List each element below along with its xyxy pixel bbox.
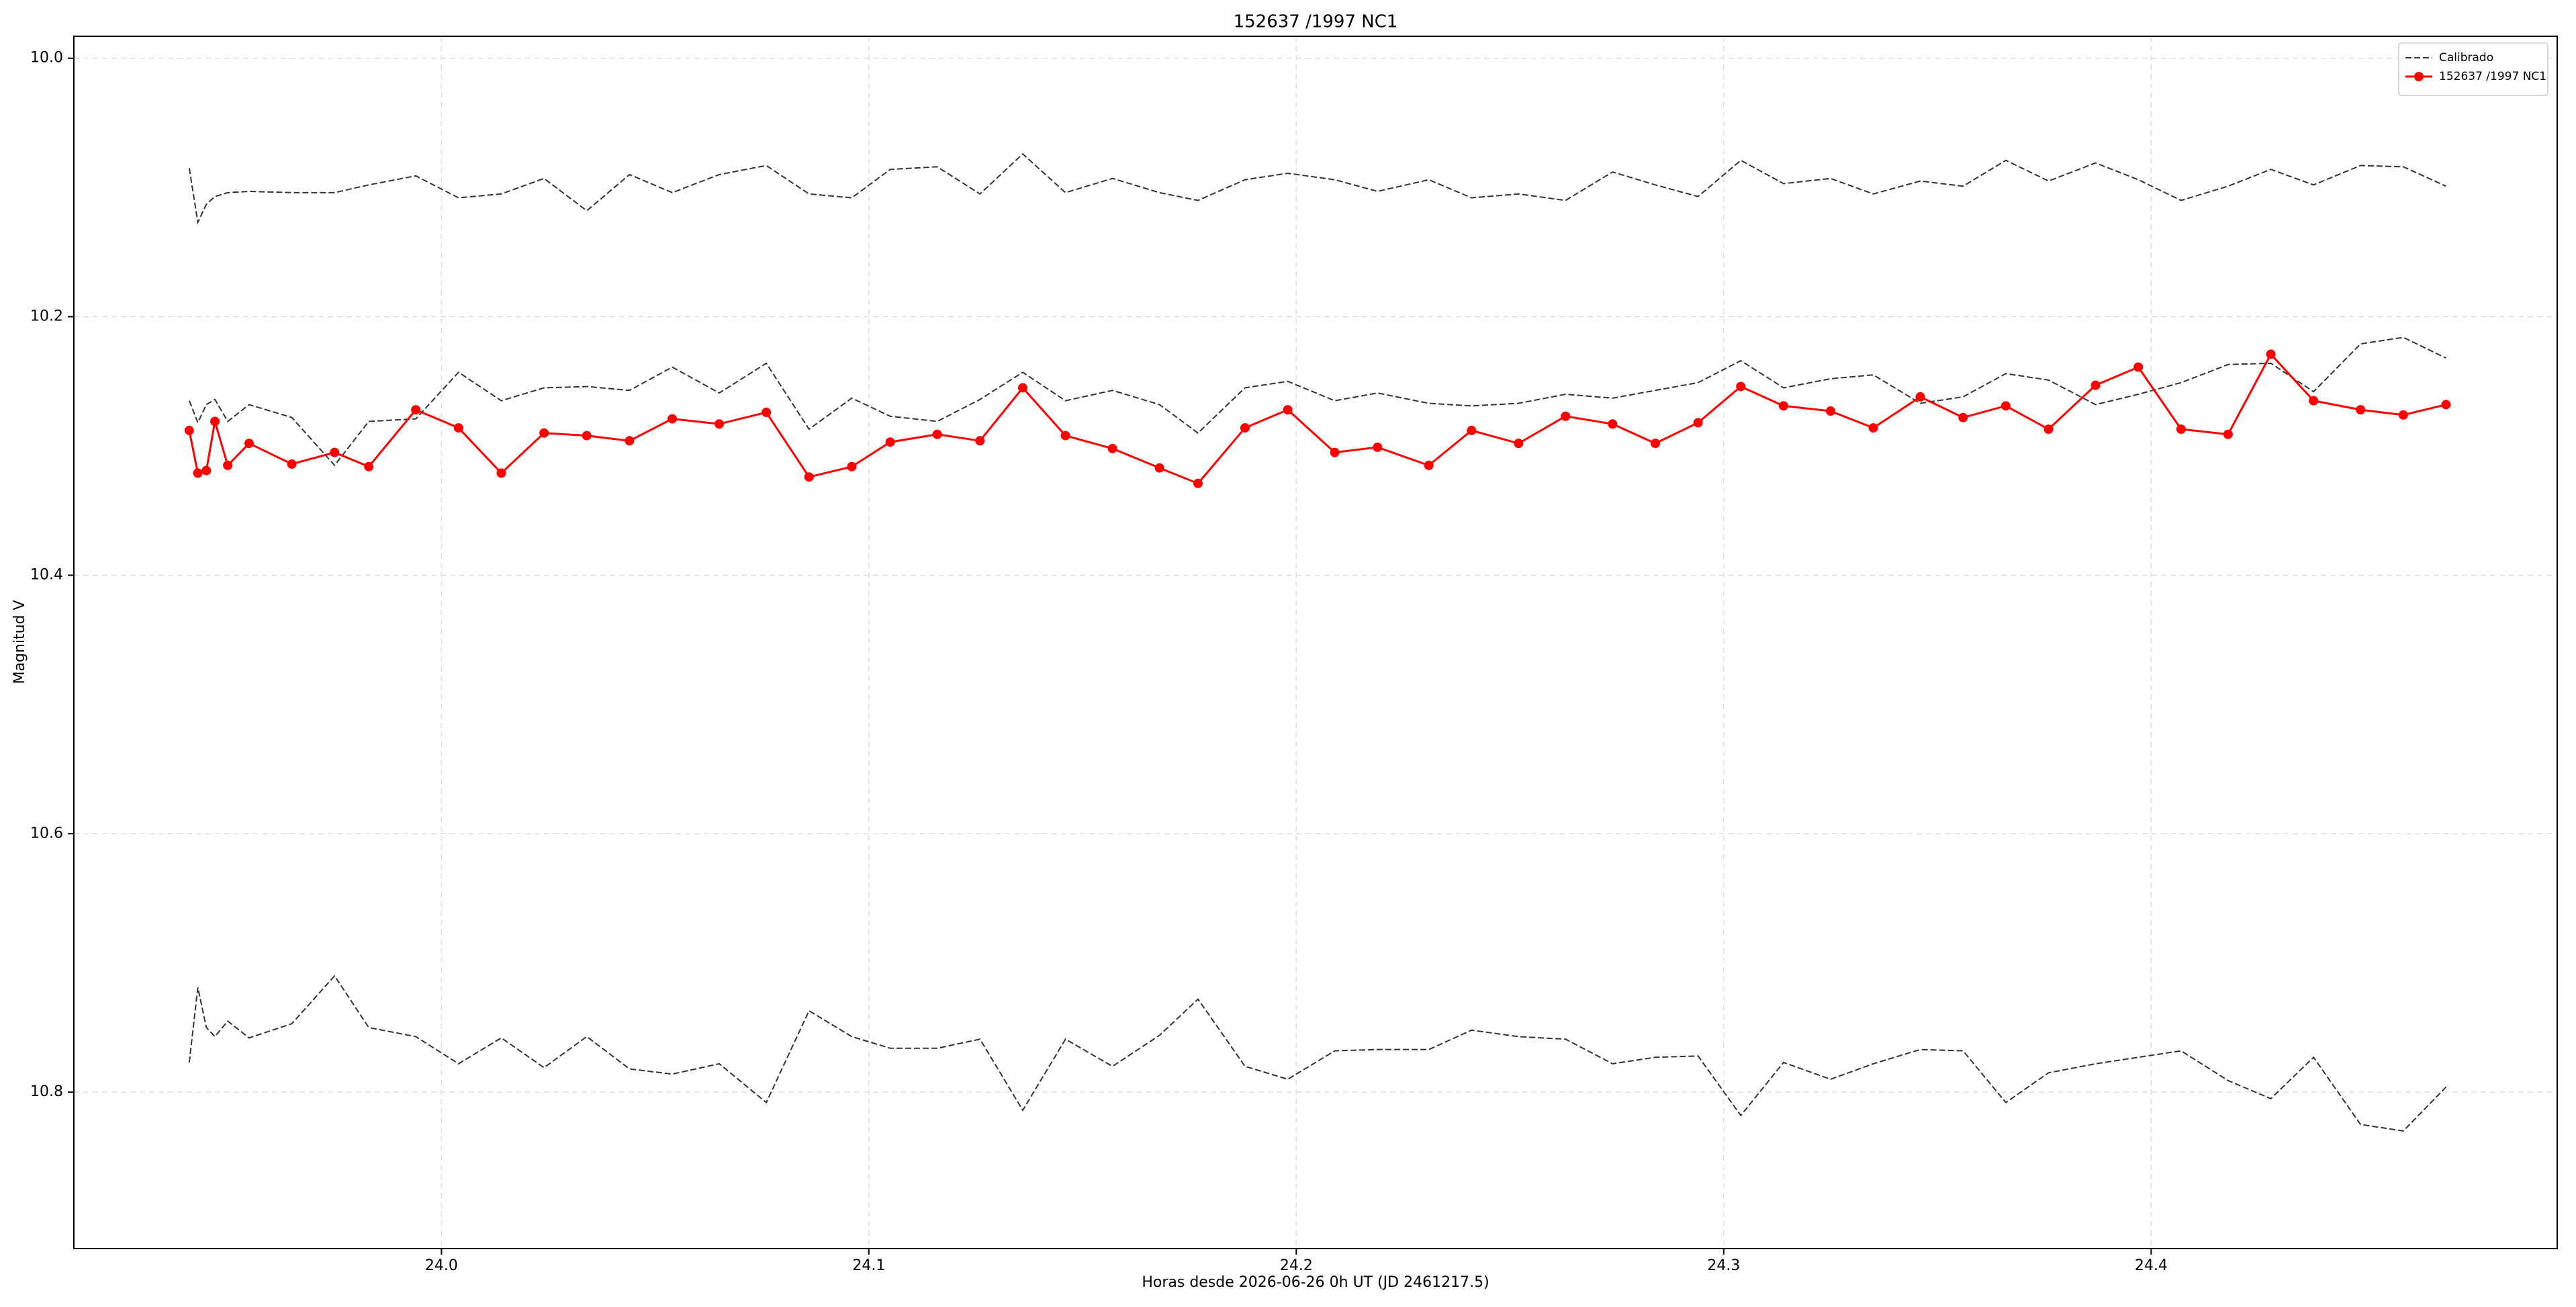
data-point — [1736, 381, 1746, 392]
y-tick-label: 10.4 — [30, 566, 63, 583]
x-tick-label: 24.3 — [1707, 1257, 1740, 1274]
data-point — [1193, 478, 1203, 488]
data-point — [847, 461, 857, 471]
x-tick-label: 24.0 — [425, 1257, 458, 1274]
data-point — [223, 460, 233, 470]
data-point — [762, 407, 772, 417]
data-point — [330, 447, 340, 457]
data-point — [1060, 431, 1070, 441]
data-point — [1467, 425, 1477, 435]
y-tick-label: 10.6 — [30, 825, 63, 842]
data-point — [287, 459, 297, 469]
data-point — [1561, 411, 1571, 421]
series-line — [188, 975, 2447, 1132]
data-point — [1283, 405, 1293, 415]
data-point — [1330, 447, 1340, 457]
series-line — [188, 152, 2446, 225]
x-tick-label: 24.1 — [852, 1257, 885, 1274]
data-point — [1018, 383, 1028, 393]
data-point — [496, 468, 506, 478]
data-point — [2090, 380, 2101, 390]
data-point — [1107, 443, 1117, 453]
legend-marker — [2414, 72, 2424, 81]
data-point — [1651, 439, 1661, 449]
data-point — [582, 431, 592, 441]
data-point — [2000, 401, 2011, 411]
data-point — [2223, 429, 2233, 439]
x-tick-label: 24.2 — [1280, 1257, 1313, 1274]
data-point — [1778, 401, 1788, 411]
data-point — [1825, 406, 1835, 416]
y-tick-label: 10.8 — [30, 1083, 63, 1100]
data-point — [411, 405, 421, 415]
data-point — [668, 414, 678, 424]
chart-title: 152637 /1997 NC1 — [1234, 12, 1398, 32]
data-point — [1868, 423, 1878, 433]
data-point — [2133, 362, 2144, 372]
y-tick-label: 10.2 — [30, 308, 63, 325]
data-point — [975, 436, 985, 446]
plot-frame — [73, 36, 2558, 1249]
legend-label: Calibrado — [2439, 51, 2493, 64]
data-point — [715, 419, 725, 429]
x-axis-label: Horas desde 2026-06-26 0h UT (JD 2461217… — [1142, 1274, 1489, 1291]
y-tick-label: 10.0 — [30, 50, 63, 66]
data-point — [2266, 349, 2276, 359]
data-point — [1915, 392, 1925, 402]
data-point — [2356, 405, 2366, 415]
data-point — [364, 461, 374, 471]
data-point — [1514, 439, 1524, 449]
data-point — [804, 472, 814, 482]
data-point — [1373, 442, 1383, 452]
data-point — [2398, 410, 2408, 420]
data-point — [244, 439, 254, 449]
legend: Calibrado 152637 /1997 NC1 — [2398, 42, 2548, 96]
series-line — [188, 336, 2446, 467]
x-tick-label: 24.4 — [2135, 1257, 2168, 1274]
data-point — [2441, 400, 2451, 410]
data-point — [210, 416, 220, 426]
data-point — [1958, 412, 1968, 422]
y-axis-label: Magnitud V — [11, 600, 28, 684]
data-point — [1240, 423, 1250, 433]
data-point — [2043, 424, 2054, 434]
series-line — [188, 352, 2446, 485]
data-point — [885, 437, 895, 447]
data-point — [539, 428, 549, 438]
data-point — [1424, 460, 1434, 470]
data-point — [193, 468, 203, 478]
data-point — [201, 465, 212, 476]
legend-box — [2398, 42, 2548, 96]
data-point — [932, 429, 942, 439]
data-point — [1154, 463, 1164, 473]
data-point — [625, 436, 635, 446]
data-point — [2309, 396, 2319, 406]
legend-label: 152637 /1997 NC1 — [2439, 70, 2546, 83]
data-point — [453, 423, 463, 433]
data-point — [2176, 424, 2186, 434]
data-point — [1608, 419, 1618, 429]
data-point — [1693, 418, 1703, 428]
data-point — [184, 425, 194, 435]
